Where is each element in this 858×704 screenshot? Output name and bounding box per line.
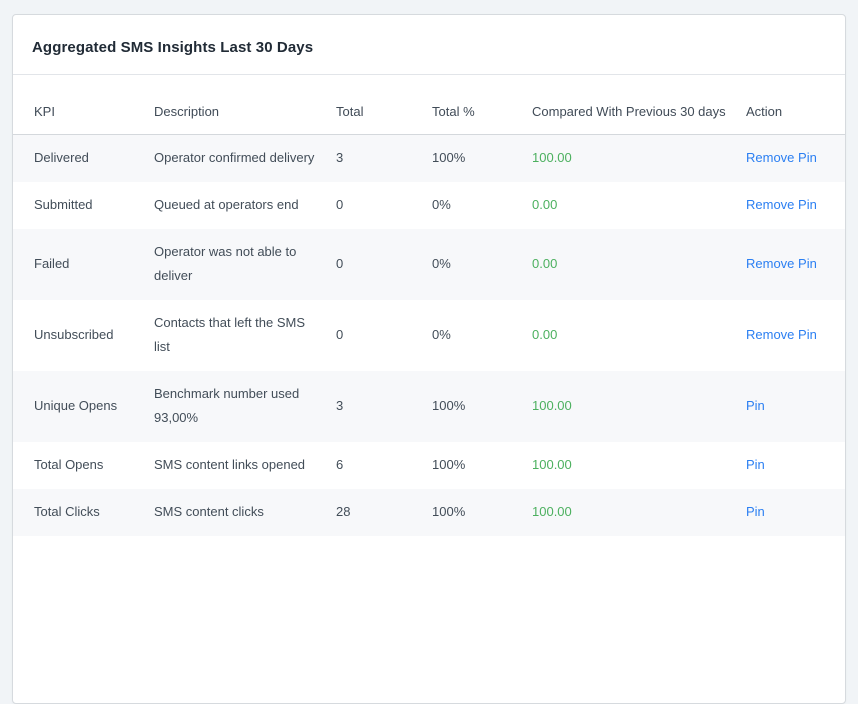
total-pct-cell: 0% [432,197,451,212]
kpi-cell: Failed [34,256,70,271]
kpi-cell: Total Clicks [34,504,100,519]
kpi-table: KPI Description Total Total % Compared W… [13,75,845,536]
kpi-cell: Submitted [34,197,93,212]
table-header-row: KPI Description Total Total % Compared W… [13,75,845,135]
action-cell: Remove Pin [730,182,845,229]
action-link[interactable]: Pin [746,457,765,472]
table-row: Unique Opens Benchmark number used 93,00… [13,371,845,442]
action-cell: Pin [730,371,845,442]
total-pct-cell: 100% [432,457,466,472]
action-link[interactable]: Remove Pin [746,197,817,212]
kpi-cell: Unique Opens [34,398,118,413]
table-row: Delivered Operator confirmed delivery 3 … [13,134,845,183]
kpi-cell: Unsubscribed [34,327,114,342]
total-pct-cell: 100% [432,398,466,413]
action-link[interactable]: Remove Pin [746,150,817,165]
table-row: Unsubscribed Contacts that left the SMS … [13,300,845,371]
action-link[interactable]: Remove Pin [746,256,817,271]
compared-cell: 0.00 [532,256,558,271]
table-row: Submitted Queued at operators end 0 0% 0… [13,182,845,229]
column-header-kpi: KPI [13,75,138,135]
table-row: Total Opens SMS content links opened 6 1… [13,442,845,489]
total-cell: 0 [336,327,344,342]
column-header-total: Total [320,75,416,135]
card-header: Aggregated SMS Insights Last 30 Days [13,15,845,75]
description-cell: Contacts that left the SMS list [154,315,306,354]
total-pct-cell: 100% [432,504,466,519]
kpi-cell: Delivered [34,150,89,165]
compared-cell: 100.00 [532,504,572,519]
table-row: Failed Operator was not able to deliver … [13,229,845,300]
description-cell: Operator confirmed delivery [154,150,315,165]
action-link[interactable]: Pin [746,504,765,519]
table-row: Total Clicks SMS content clicks 28 100% … [13,489,845,536]
column-header-compared: Compared With Previous 30 days [516,75,730,135]
compared-cell: 100.00 [532,457,572,472]
column-header-total-pct: Total % [416,75,516,135]
action-cell: Pin [730,442,845,489]
action-link[interactable]: Pin [746,398,765,413]
description-cell: Queued at operators end [154,197,299,212]
column-header-description: Description [138,75,320,135]
action-cell: Remove Pin [730,300,845,371]
action-cell: Remove Pin [730,229,845,300]
compared-cell: 100.00 [532,398,572,413]
total-cell: 3 [336,398,344,413]
compared-cell: 0.00 [532,197,558,212]
compared-cell: 100.00 [532,150,572,165]
description-cell: Benchmark number used 93,00% [154,386,300,425]
total-cell: 3 [336,150,344,165]
total-cell: 0 [336,197,344,212]
action-link[interactable]: Remove Pin [746,327,817,342]
action-cell: Remove Pin [730,135,845,183]
card-title: Aggregated SMS Insights Last 30 Days [32,39,314,56]
total-cell: 0 [336,256,344,271]
description-cell: Operator was not able to deliver [154,244,297,283]
column-header-action: Action [730,75,845,135]
total-cell: 6 [336,457,344,472]
total-cell: 28 [336,504,351,519]
compared-cell: 0.00 [532,327,558,342]
sms-insights-card: Aggregated SMS Insights Last 30 Days KPI… [12,14,846,704]
total-pct-cell: 100% [432,150,466,165]
kpi-cell: Total Opens [34,457,104,472]
description-cell: SMS content clicks [154,504,264,519]
description-cell: SMS content links opened [154,457,306,472]
total-pct-cell: 0% [432,327,451,342]
total-pct-cell: 0% [432,256,451,271]
action-cell: Pin [730,489,845,536]
